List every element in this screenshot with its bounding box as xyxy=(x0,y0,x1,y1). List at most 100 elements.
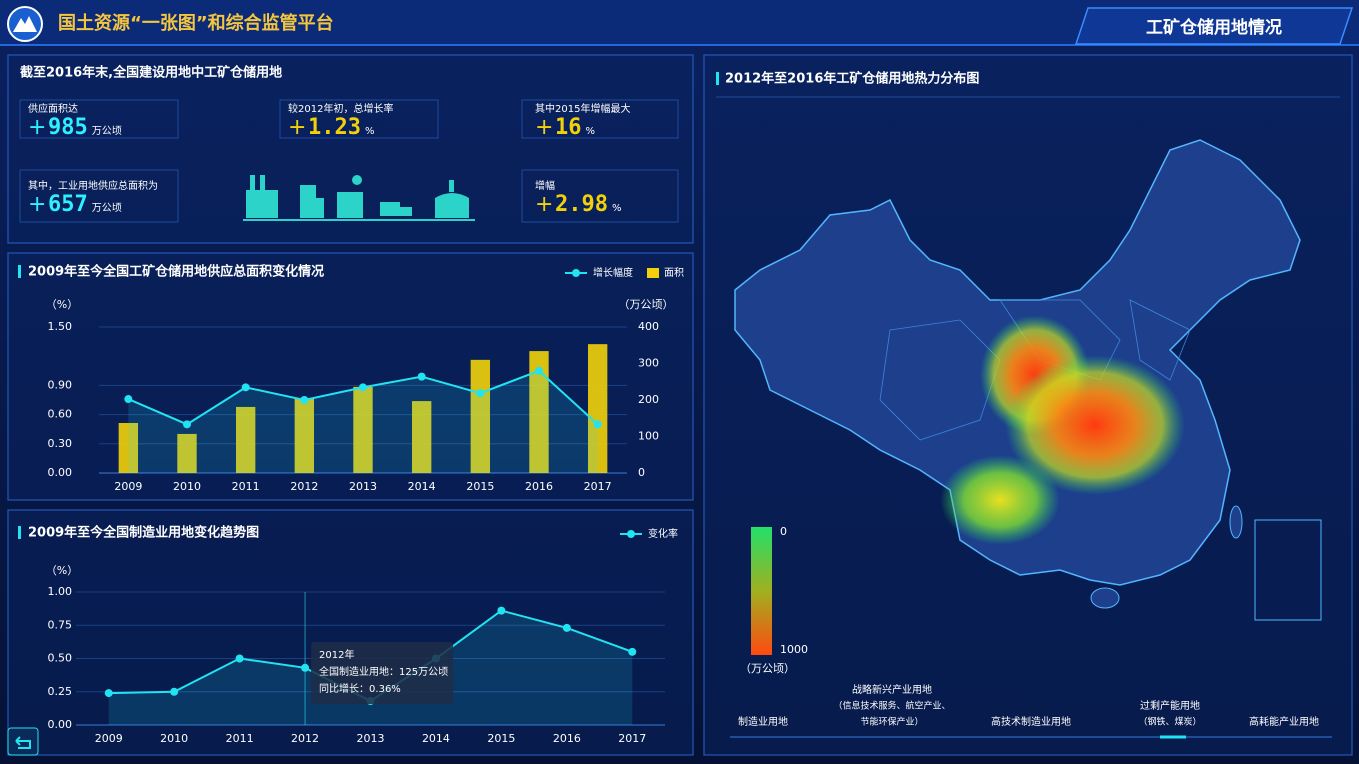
y-tick-label: 0.90 xyxy=(48,378,73,391)
x-tick-label: 2009 xyxy=(114,480,142,493)
legend-unit: （万公顷） xyxy=(740,662,795,675)
stat-label: 较2012年初，总增长率 xyxy=(288,102,393,115)
legend-label[interactable]: 面积 xyxy=(664,267,684,279)
icon xyxy=(435,193,469,218)
icon xyxy=(316,198,324,218)
header-tab[interactable] xyxy=(1074,7,1354,45)
icon xyxy=(352,175,362,185)
x-tick-label: 2011 xyxy=(226,732,254,745)
bar xyxy=(529,351,549,473)
stat-value: 985 xyxy=(48,115,88,140)
y2-axis-unit: （万公顷） xyxy=(619,298,674,311)
point[interactable] xyxy=(562,623,571,632)
legend-swatch[interactable] xyxy=(647,268,659,278)
y2-tick-label: 0 xyxy=(638,466,645,479)
industry-icons xyxy=(243,175,475,221)
point[interactable] xyxy=(535,366,543,375)
point[interactable] xyxy=(183,420,191,429)
x-tick-label: 2012 xyxy=(290,480,318,493)
x-tick-label: 2010 xyxy=(173,480,201,493)
point[interactable] xyxy=(124,395,133,404)
icon xyxy=(250,175,255,191)
stat-box xyxy=(279,99,439,139)
map-tab[interactable]: 战略新兴产业用地 xyxy=(852,683,932,696)
y-tick-label: 1.50 xyxy=(48,320,73,333)
stat-label: 增幅 xyxy=(535,179,555,192)
map-island xyxy=(1229,505,1243,539)
point[interactable] xyxy=(359,383,367,392)
header-title: 国土资源“一张图”和综合监管平台 xyxy=(58,12,334,34)
point[interactable] xyxy=(417,372,426,381)
y-tick-label: 0.60 xyxy=(48,408,73,421)
icon xyxy=(400,207,412,216)
map-tab[interactable]: 高技术制造业用地 xyxy=(991,715,1071,728)
stat-box xyxy=(19,169,179,223)
x-tick-label: 2017 xyxy=(584,480,612,493)
y-tick-label: 0.25 xyxy=(48,685,73,698)
map-tab[interactable]: 过剩产能用地 xyxy=(1140,699,1200,712)
y-axis-unit: （%） xyxy=(46,564,78,577)
map-tab[interactable]: （信息技术服务、航空产业、 xyxy=(833,700,950,712)
map-tab[interactable]: （钢铁、煤炭） xyxy=(1138,716,1201,728)
stat-unit: % xyxy=(586,126,596,137)
y-tick-label: 0.75 xyxy=(48,618,73,631)
header-tab-label[interactable]: 工矿仓储用地情况 xyxy=(1146,17,1282,38)
stat-box xyxy=(521,169,679,223)
stat-sign: + xyxy=(535,115,553,140)
bar xyxy=(353,386,373,473)
map: 0 1000 （万公顷） xyxy=(730,139,1332,739)
legend-max: 1000 xyxy=(780,643,808,656)
icon xyxy=(449,180,454,192)
icon xyxy=(337,192,363,218)
point[interactable] xyxy=(476,389,485,398)
tooltip-title: 2012年 xyxy=(319,648,354,661)
point[interactable] xyxy=(235,654,244,663)
x-tick-label: 2011 xyxy=(232,480,260,493)
point[interactable] xyxy=(104,689,113,698)
point[interactable] xyxy=(628,647,637,656)
map-tab[interactable]: 节能环保产业） xyxy=(860,716,923,728)
stat-value: 2.98 xyxy=(555,192,608,217)
map-tab[interactable]: 制造业用地 xyxy=(738,715,788,728)
legend-label[interactable]: 增长幅度 xyxy=(593,266,633,279)
stat-label: 其中，工业用地供应总面积为 xyxy=(28,179,158,192)
title-mark xyxy=(716,72,719,85)
heat-zone xyxy=(940,455,1060,545)
point[interactable] xyxy=(497,606,506,615)
stat-value: 1.23 xyxy=(308,115,361,140)
y-tick-label: 0.50 xyxy=(48,652,73,665)
y-tick-label: 0.00 xyxy=(48,718,73,731)
legend-swatch[interactable] xyxy=(627,530,635,538)
summary-title: 截至2016年末,全国建设用地中工矿仓储用地 xyxy=(20,65,282,81)
x-tick-label: 2017 xyxy=(618,732,646,745)
map-tab[interactable]: 高耗能产业用地 xyxy=(1249,715,1319,728)
chart-title: 2009年至今全国工矿仓储用地供应总面积变化情况 xyxy=(28,264,324,280)
x-tick-label: 2014 xyxy=(422,732,450,745)
y2-tick-label: 400 xyxy=(638,320,659,333)
stat-sign: + xyxy=(28,115,46,140)
x-tick-label: 2013 xyxy=(357,732,385,745)
x-tick-label: 2010 xyxy=(160,732,188,745)
bar xyxy=(411,401,432,473)
bar xyxy=(235,406,256,473)
stat-unit: % xyxy=(612,203,622,214)
tooltip-line: 全国制造业用地：125万公顷 xyxy=(319,665,448,678)
legend-min: 0 xyxy=(780,525,787,538)
logo-mark xyxy=(13,16,37,32)
stat-unit: 万公顷 xyxy=(92,125,122,137)
point[interactable] xyxy=(241,383,250,392)
stat-box xyxy=(19,99,179,139)
point[interactable] xyxy=(593,420,602,429)
point[interactable] xyxy=(170,687,179,696)
y-tick-label: 0.00 xyxy=(48,466,73,479)
x-tick-label: 2009 xyxy=(95,732,123,745)
legend-label[interactable]: 变化率 xyxy=(648,527,678,540)
back-icon[interactable] xyxy=(15,736,31,749)
tooltip xyxy=(311,642,454,704)
x-tick-label: 2014 xyxy=(408,480,436,493)
point[interactable] xyxy=(300,396,309,404)
x-tick-label: 2015 xyxy=(466,480,494,493)
legend-swatch[interactable] xyxy=(572,269,580,277)
bar xyxy=(294,398,315,473)
